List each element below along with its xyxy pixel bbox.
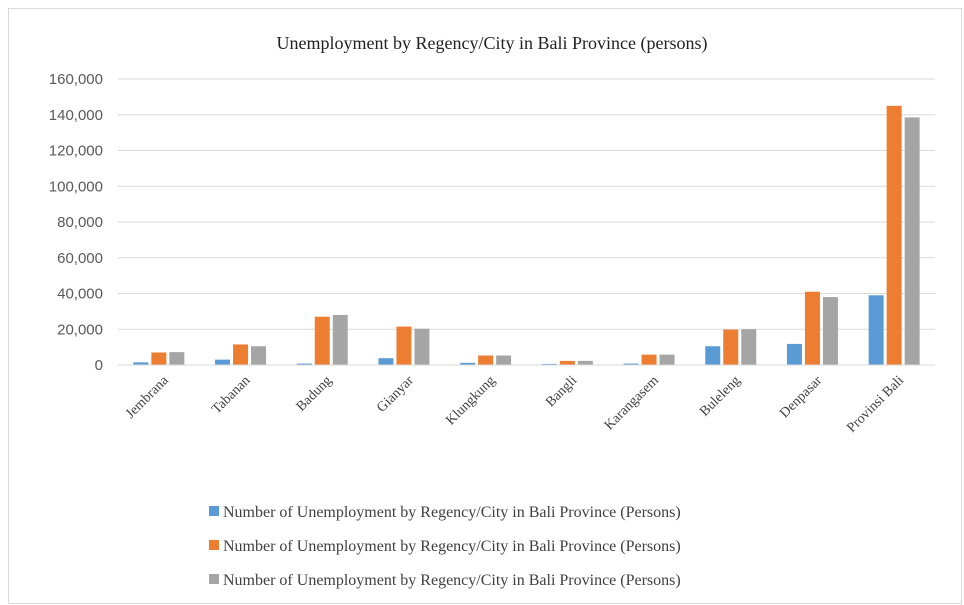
bar: [496, 355, 512, 365]
chart-frame: Unemployment by Regency/City in Bali Pro…: [8, 8, 962, 604]
bar: [396, 326, 412, 365]
x-tick-label: Buleleng: [697, 373, 743, 419]
bar: [723, 329, 739, 365]
bar: [577, 360, 593, 365]
y-tick-label: 140,000: [49, 107, 103, 124]
bar: [641, 354, 657, 365]
bar: [559, 360, 575, 365]
bar-chart: Unemployment by Regency/City in Bali Pro…: [49, 33, 935, 589]
legend-swatch: [209, 574, 219, 584]
bar: [314, 316, 330, 365]
bar: [332, 314, 348, 365]
x-tick-label: Klungkung: [443, 373, 498, 428]
y-tick-label: 60,000: [57, 250, 103, 267]
bar: [133, 362, 149, 365]
x-axis-ticks: Jembrana Tabanan Badung Gianyar Klungkung Ban…: [123, 373, 907, 436]
y-tick-label: 40,000: [57, 286, 103, 303]
bar: [151, 352, 167, 365]
legend-swatch: [209, 540, 219, 550]
x-tick-label: Denpasar: [777, 373, 825, 421]
legend-swatch: [209, 506, 219, 516]
bar: [414, 328, 430, 365]
legend-label: Number of Unemployment by Regency/City i…: [223, 538, 681, 555]
bar: [478, 355, 494, 365]
bar: [886, 105, 902, 365]
bar: [169, 352, 185, 365]
bar: [868, 295, 884, 365]
y-tick-label: 0: [95, 357, 103, 374]
x-tick-label: Bangli: [543, 373, 580, 410]
chart-title: Unemployment by Regency/City in Bali Pro…: [277, 33, 708, 54]
x-tick-label: Tabanan: [209, 373, 253, 417]
bar: [541, 363, 557, 365]
y-tick-label: 100,000: [49, 178, 103, 195]
bars: [133, 105, 920, 366]
legend: Number of Unemployment by Regency/City i…: [209, 504, 681, 589]
bar: [705, 346, 721, 365]
legend-label: Number of Unemployment by Regency/City i…: [223, 572, 681, 589]
x-tick-label: Karangasem: [602, 373, 662, 433]
bar: [804, 291, 820, 365]
bar: [233, 344, 249, 365]
y-tick-label: 120,000: [49, 143, 103, 160]
bar: [623, 363, 639, 365]
bar: [215, 359, 231, 365]
x-tick-label: Provinsi Bali: [844, 373, 907, 436]
x-tick-label: Gianyar: [374, 373, 417, 416]
x-tick-label: Badung: [294, 373, 335, 414]
bar: [786, 343, 802, 365]
bar: [378, 358, 394, 365]
bar: [904, 117, 920, 366]
bar: [741, 329, 757, 365]
y-axis-ticks: 0 20,000 40,000 60,000 80,000 100,000 120,000 1…: [49, 71, 103, 374]
bar: [251, 346, 267, 365]
y-tick-label: 20,000: [57, 321, 103, 338]
bar: [296, 363, 312, 365]
x-tick-label: Jembrana: [123, 373, 172, 422]
y-tick-label: 160,000: [49, 71, 103, 88]
gridlines: [118, 78, 935, 330]
bar: [659, 354, 675, 365]
y-tick-label: 80,000: [57, 214, 103, 231]
bar: [460, 362, 476, 365]
legend-label: Number of Unemployment by Regency/City i…: [223, 504, 681, 521]
bar: [822, 297, 838, 365]
